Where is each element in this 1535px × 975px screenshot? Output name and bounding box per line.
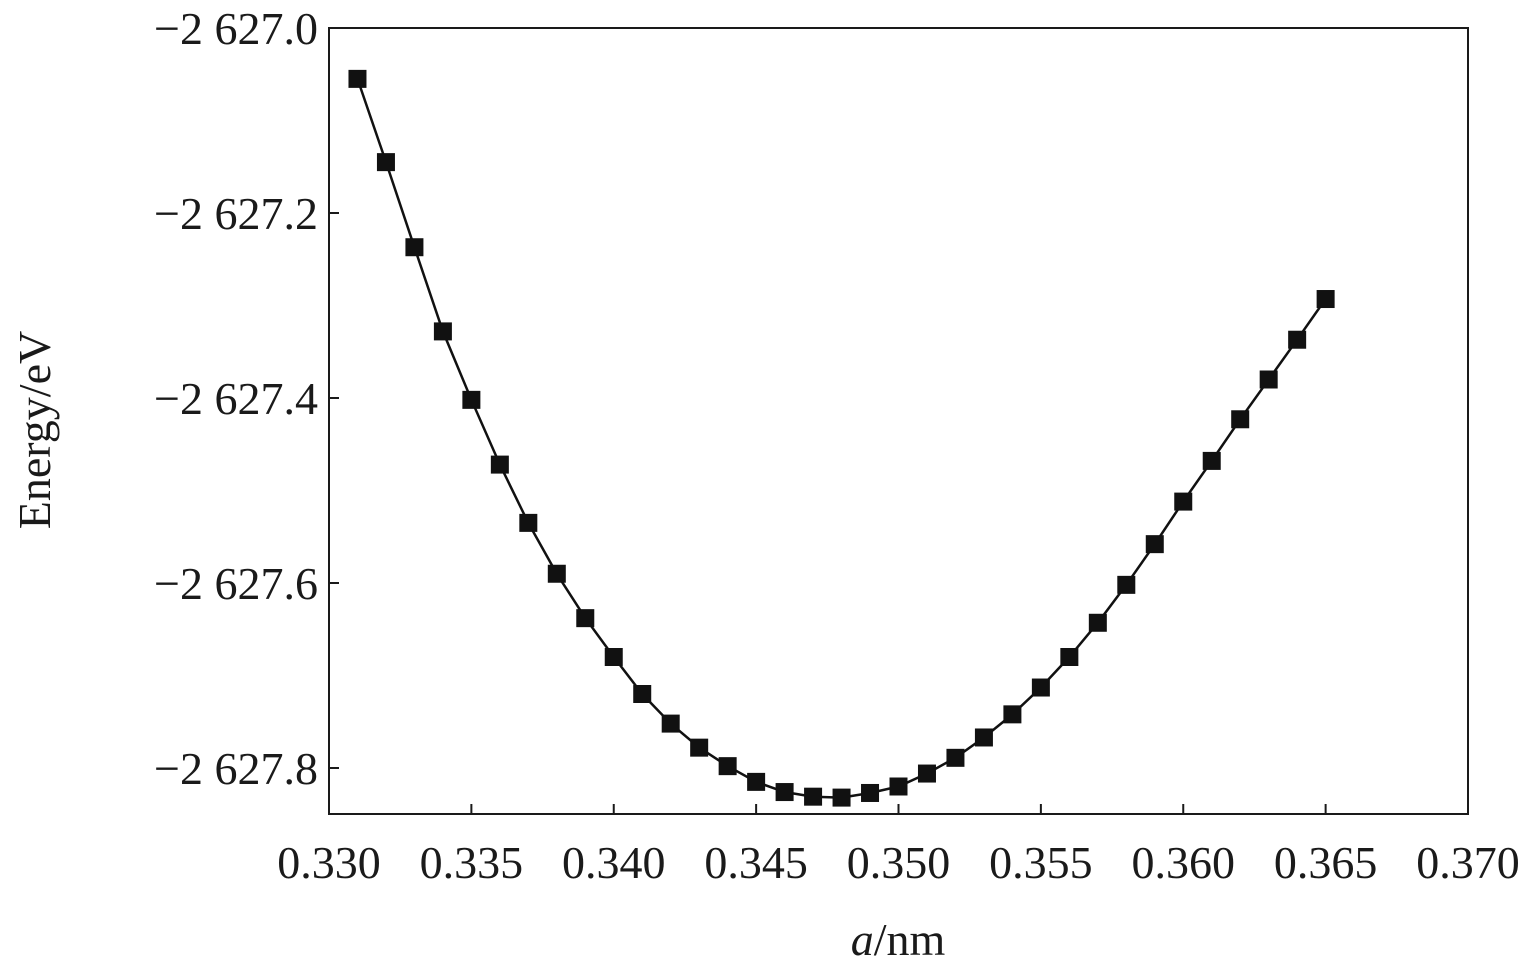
y-tick-label: −2 627.0 [154,3,318,54]
x-tick-label: 0.370 [1416,837,1520,888]
data-point [405,238,424,257]
x-tick-label: 0.355 [989,837,1093,888]
x-axis-title: a/nm [851,914,946,965]
data-point [1288,330,1307,349]
y-axis-title: Energy/eV [9,331,60,529]
data-point [547,564,566,583]
data-point [1088,613,1107,632]
data-point [974,728,993,747]
y-tick-label: −2 627.4 [154,373,318,424]
data-point [433,322,452,341]
data-point [348,69,367,88]
series-layer [348,69,1335,807]
data-point [1003,705,1022,724]
data-point [775,783,794,802]
data-point [747,772,766,791]
data-point [633,685,652,703]
data-point [1231,410,1250,429]
x-axis-ticks: 0.330 0.335 0.340 0.345 0.350 0.355 0.360 0.365… [277,804,1520,888]
x-tick-label: 0.345 [704,837,808,888]
data-point [718,757,737,776]
data-point [490,455,509,474]
x-tick-label: 0.335 [420,837,524,888]
data-point [1145,535,1164,554]
data-point [917,764,936,783]
data-point [576,609,595,628]
data-point [661,714,680,733]
plot-frame [328,27,1469,815]
data-point [1202,451,1221,470]
y-tick-label: −2 627.2 [154,188,318,239]
data-point [946,748,965,767]
x-tick-label: 0.350 [847,837,951,888]
data-point [1259,370,1278,389]
data-point [832,788,851,807]
data-point [1031,678,1050,697]
data-point [889,777,908,796]
x-tick-label: 0.365 [1274,837,1378,888]
x-tick-label: 0.340 [562,837,666,888]
data-point [861,783,880,802]
data-point [462,390,481,409]
x-tick-label: 0.330 [277,837,381,888]
data-point [519,513,538,532]
y-axis-ticks: −2 627.0 −2 627.2 −2 627.4 −2 627.6 −2 627.8 [154,3,339,794]
data-point [1117,575,1136,594]
data-point [1060,648,1079,666]
series-line [356,78,1327,799]
x-tick-label: 0.360 [1132,837,1236,888]
data-point [376,153,395,172]
data-point [804,787,823,806]
data-point [1174,492,1193,511]
data-point [604,648,623,666]
data-point [1316,290,1335,309]
y-tick-label: −2 627.6 [154,558,318,609]
data-point [690,738,709,757]
y-tick-label: −2 627.8 [154,743,318,794]
